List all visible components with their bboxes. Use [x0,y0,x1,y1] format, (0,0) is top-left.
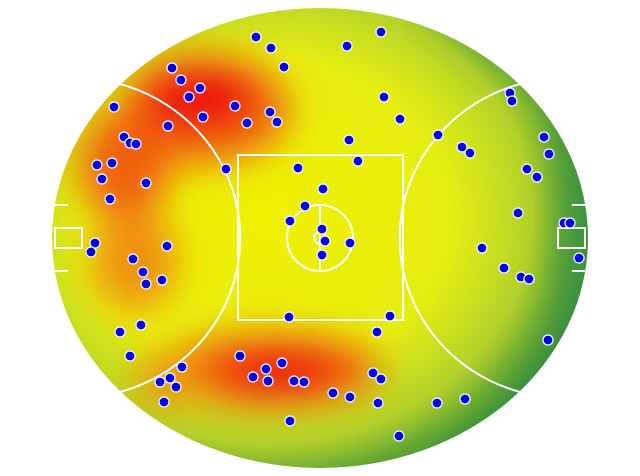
point [564,217,576,229]
point [344,391,356,403]
point [260,363,272,375]
point [431,397,443,409]
point [459,393,471,405]
point [234,350,246,362]
point [523,273,535,285]
point [393,430,405,442]
point [288,375,300,387]
point [137,266,149,278]
point [127,253,139,265]
point [299,200,311,212]
point [161,240,173,252]
point [319,235,331,247]
point [265,42,277,54]
point [158,396,170,408]
point [352,155,364,167]
point [271,116,283,128]
point [344,237,356,249]
point [378,91,390,103]
point [464,147,476,159]
point [140,177,152,189]
point [506,95,518,107]
point [156,274,168,286]
point [367,367,379,379]
point [394,113,406,125]
point [375,26,387,38]
point [372,397,384,409]
point [241,117,253,129]
point [166,62,178,74]
point [512,207,524,219]
point [316,249,328,261]
point [106,157,118,169]
point [371,326,383,338]
point [531,171,543,183]
point [229,100,241,112]
point [96,173,108,185]
point [316,223,328,235]
point [89,237,101,249]
point [498,262,510,274]
point [175,74,187,86]
point [194,82,206,94]
point [220,163,232,175]
point [375,373,387,385]
point [197,111,209,123]
point [183,91,195,103]
point [283,311,295,323]
point [384,310,396,322]
point [247,371,259,383]
point [284,215,296,227]
point [538,131,550,143]
point [456,141,468,153]
point [176,361,188,373]
heatmap [52,8,588,468]
point [164,372,176,384]
point [341,40,353,52]
point [278,61,290,73]
point [343,134,355,146]
point [250,31,262,43]
point [317,183,329,195]
point [432,129,444,141]
point [264,106,276,118]
point [542,334,554,346]
point [521,163,533,175]
point [262,375,274,387]
point [284,415,296,427]
point [154,376,166,388]
point [104,193,116,205]
point [91,159,103,171]
point [170,381,182,393]
point [327,387,339,399]
point [130,138,142,150]
point [292,162,304,174]
point [140,278,152,290]
point [162,120,174,132]
point [135,319,147,331]
point [85,246,97,258]
point [573,252,585,264]
point [276,357,288,369]
point [114,326,126,338]
point [124,350,136,362]
point [298,376,310,388]
field-lines [54,83,586,393]
point [108,101,120,113]
point [543,148,555,160]
point [476,242,488,254]
